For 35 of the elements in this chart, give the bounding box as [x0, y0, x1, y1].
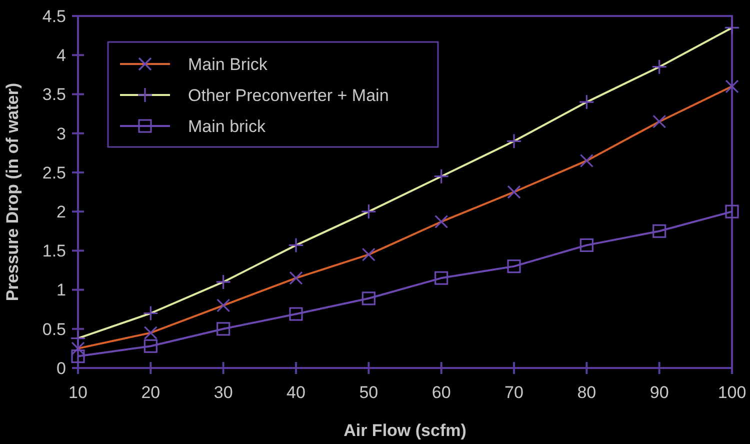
x-tick-label: 50 — [359, 383, 378, 402]
x-tick-label: 20 — [141, 383, 160, 402]
point — [289, 307, 303, 321]
y-tick-label: 0.5 — [42, 320, 66, 339]
x-tick-label: 90 — [650, 383, 669, 402]
x-axis-title: Air Flow (scfm) — [344, 421, 466, 440]
y-tick-label: 0 — [56, 358, 66, 378]
x-tick-label: 60 — [432, 383, 451, 402]
x-tick-label: 80 — [577, 383, 596, 402]
y-tick-label: 1.5 — [42, 242, 66, 261]
point — [216, 322, 230, 336]
x-tick-label: 40 — [286, 383, 306, 402]
y-tick-label: 4 — [56, 46, 66, 66]
y-axis-title: Pressure Drop (in of water) — [3, 82, 22, 302]
y-tick-label: 3.5 — [42, 85, 66, 104]
y-tick-label: 1 — [56, 280, 66, 300]
point — [144, 339, 158, 353]
y-tick-label: 2.5 — [42, 163, 66, 182]
x-tick-label: 100 — [718, 383, 746, 402]
y-tick-label: 4.5 — [42, 6, 66, 26]
legend-label: Main Brick — [188, 54, 268, 74]
point — [71, 349, 85, 364]
y-tick-label: 2 — [56, 202, 66, 222]
x-tick-label: 10 — [68, 383, 88, 402]
point — [507, 260, 521, 274]
x-tick-label: 30 — [214, 383, 233, 402]
point — [580, 238, 594, 252]
legend-label: Other Preconverter + Main — [188, 86, 389, 105]
point — [434, 271, 448, 285]
point — [362, 292, 376, 306]
legend-label: Main brick — [188, 116, 266, 136]
x-tick-label: 70 — [504, 383, 524, 402]
point — [652, 224, 666, 238]
y-tick-label: 3 — [56, 124, 66, 144]
point — [725, 204, 739, 218]
